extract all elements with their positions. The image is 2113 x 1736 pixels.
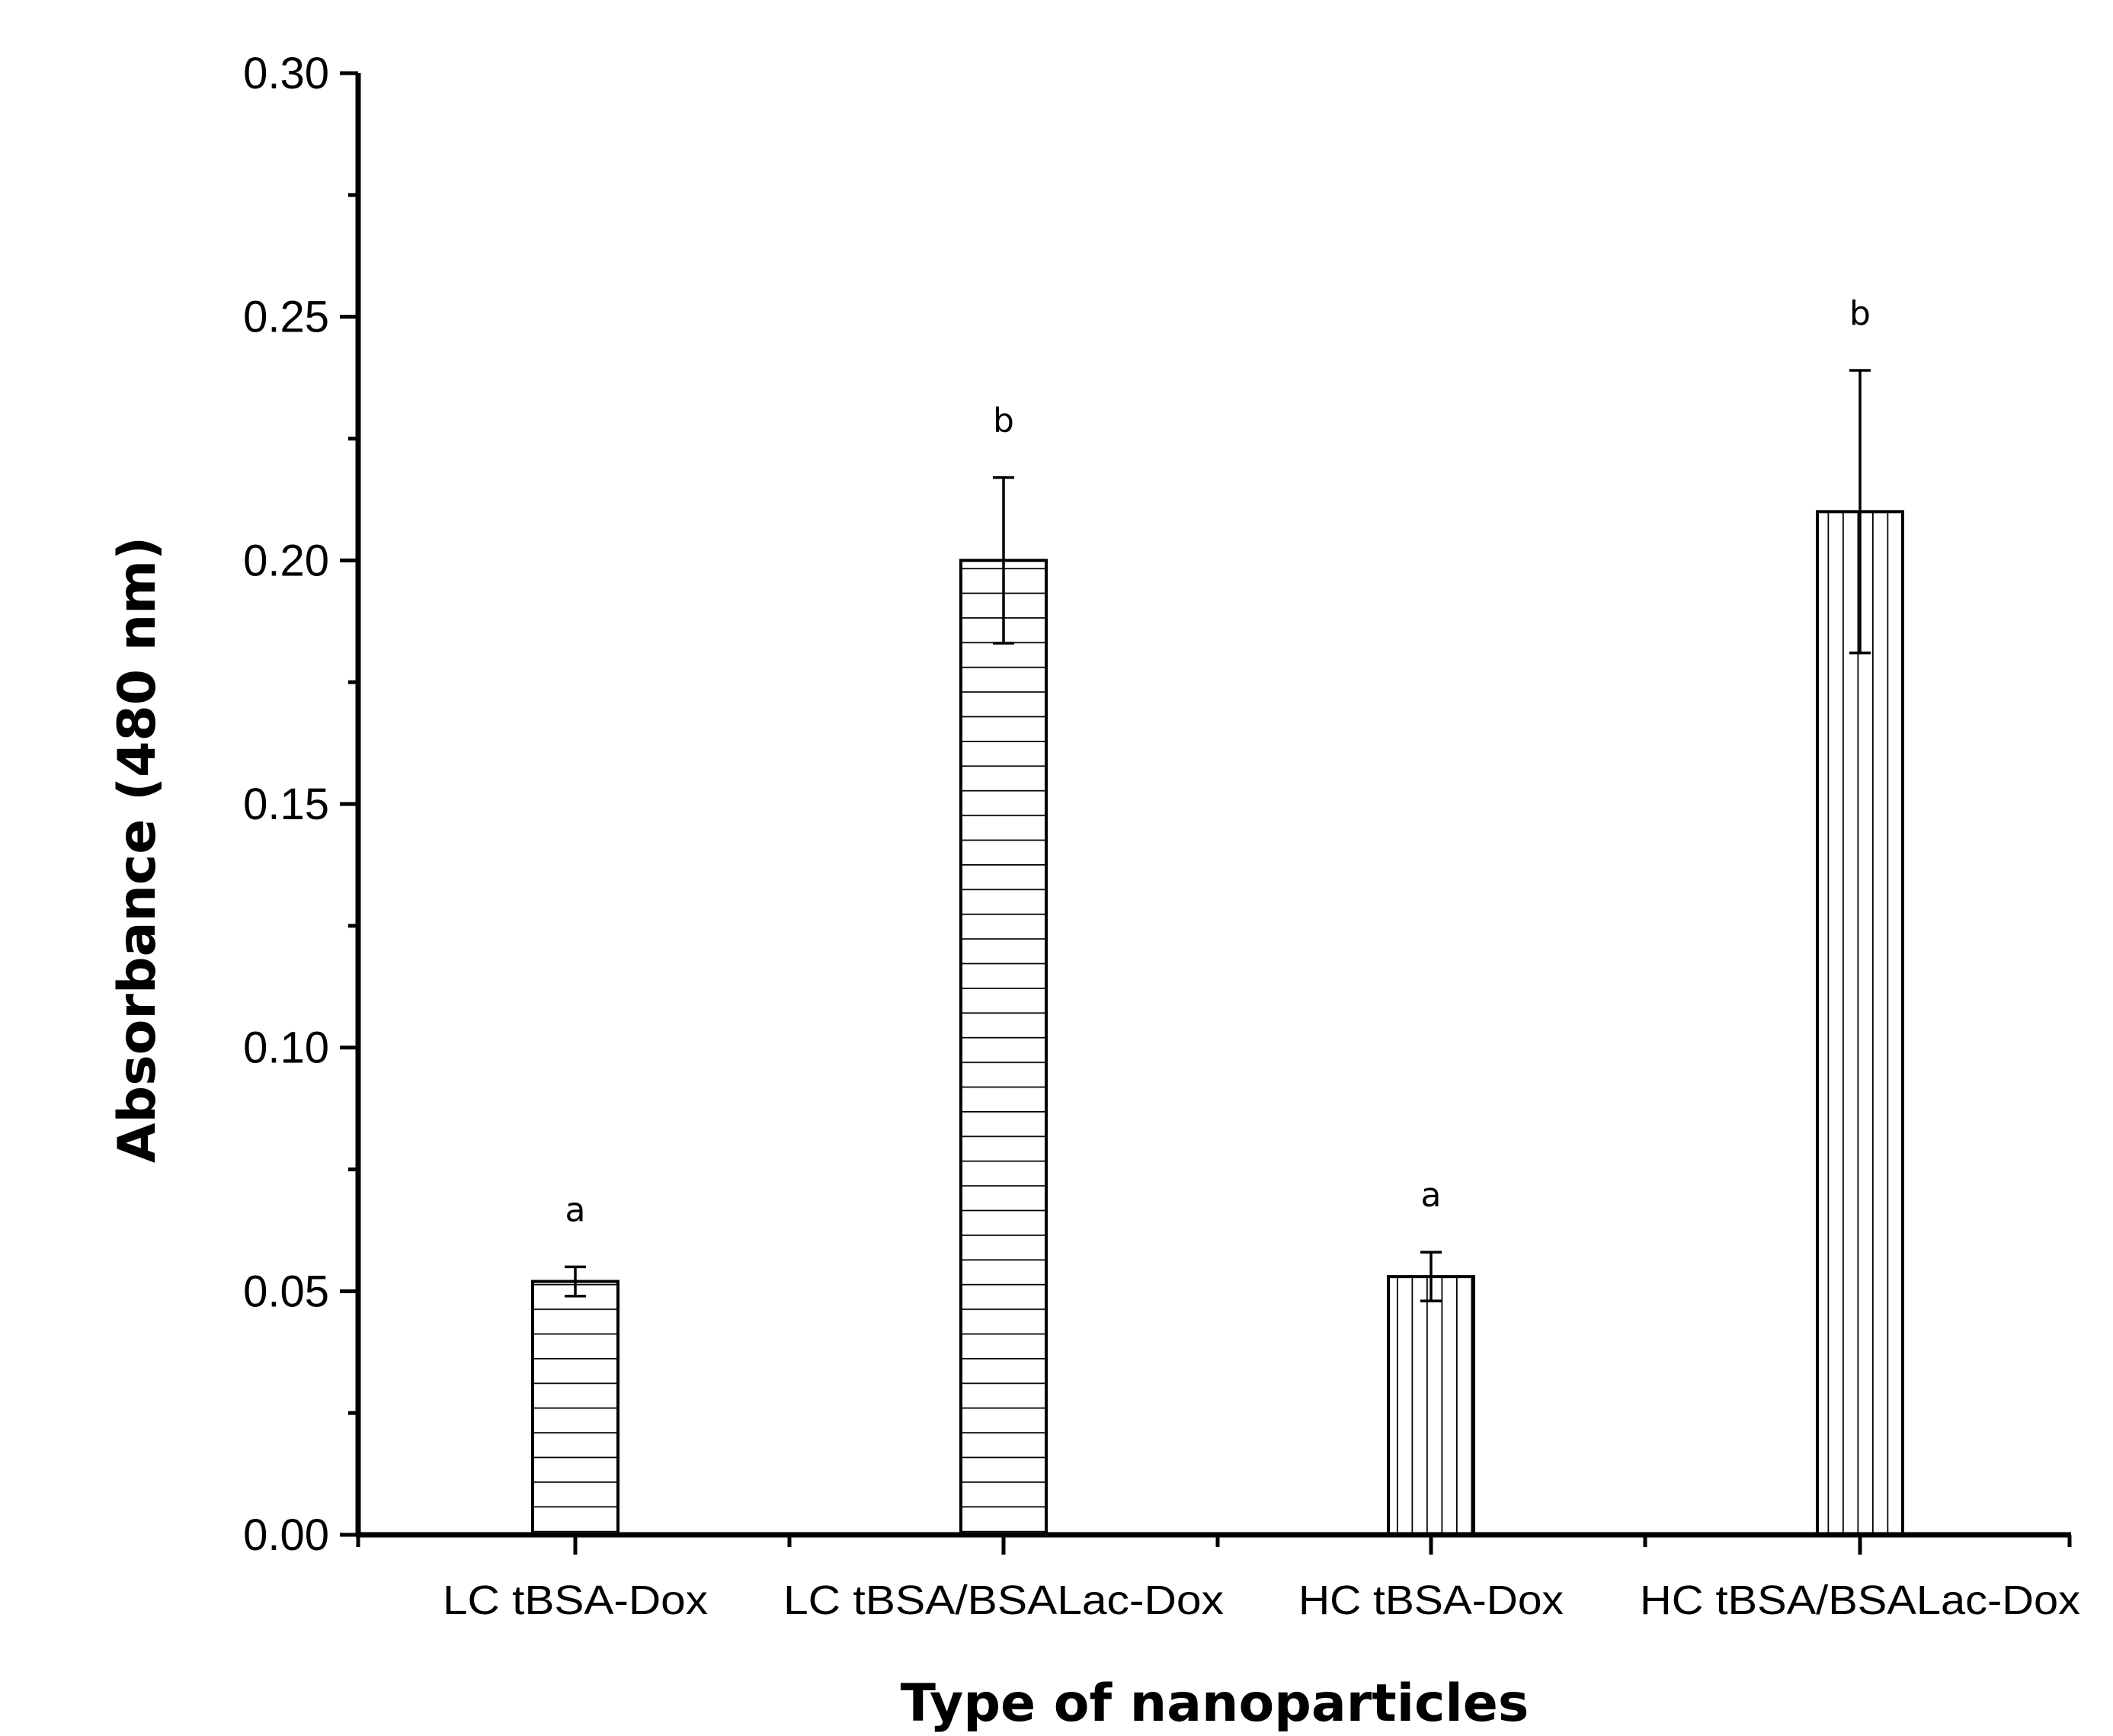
x-category-label: HC tBSA-Dox: [1298, 1577, 1564, 1623]
y-tick-label: 0.20: [243, 536, 329, 585]
y-tick-label: 0.10: [243, 1023, 329, 1073]
error-bar-1: [565, 1265, 586, 1298]
y-axis-title: Absorbance (480 nm): [107, 536, 168, 1163]
y-tick-label: 0.00: [243, 1510, 329, 1560]
x-axis-title: Type of nanoparticles: [901, 1674, 1529, 1734]
bar-1: [531, 1280, 619, 1536]
bar-2: [959, 559, 1048, 1536]
significance-label: a: [1421, 1176, 1442, 1215]
error-bars-layer: [565, 369, 1871, 1302]
x-category-label: LC tBSA/BSALac-Dox: [783, 1577, 1224, 1623]
x-category-label: HC tBSA/BSALac-Dox: [1640, 1577, 2080, 1623]
significance-label: b: [1849, 294, 1871, 333]
error-bar-3: [1420, 1251, 1442, 1302]
error-bar-4: [1849, 369, 1871, 655]
y-tick-label: 0.25: [243, 293, 329, 342]
y-tick-label: 0.30: [243, 49, 329, 98]
labels-layer: 0.00 0.05 0.10 0.15 0.20 0.25 0.30 LC tBSA-Dox L…: [107, 49, 2080, 1734]
y-tick-label: 0.05: [243, 1267, 329, 1316]
x-category-label: LC tBSA-Dox: [443, 1577, 708, 1623]
bar-3: [1387, 1275, 1475, 1536]
axes-layer: [340, 71, 2072, 1555]
bar-4: [1816, 510, 1904, 1536]
error-bar-2: [993, 476, 1014, 645]
y-tick-label: 0.15: [243, 780, 329, 829]
significance-label: a: [565, 1190, 586, 1229]
bars-layer: [531, 510, 1904, 1536]
significance-label: b: [993, 402, 1014, 440]
